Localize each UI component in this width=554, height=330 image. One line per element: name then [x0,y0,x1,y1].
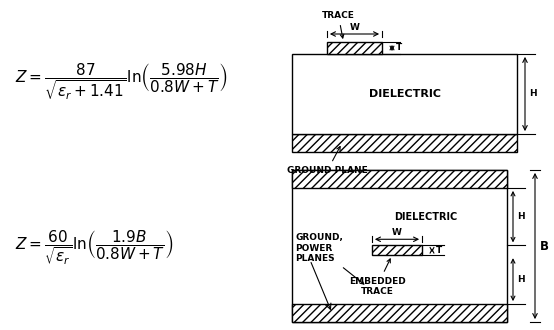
Text: GROUND,
POWER
PLANES: GROUND, POWER PLANES [295,233,364,284]
Text: B: B [540,240,549,252]
Text: H: H [529,89,537,98]
Bar [292,54,517,134]
Text: $Z = \dfrac{60}{\sqrt{\varepsilon_r}} \ln\!\left( \dfrac{1.9B}{0.8W + T} \right): $Z = \dfrac{60}{\sqrt{\varepsilon_r}} \l… [15,229,173,267]
Text: W: W [350,23,360,32]
Text: EMBEDDED
TRACE: EMBEDDED TRACE [348,259,406,296]
Text: W: W [392,228,402,237]
Text: $Z = \dfrac{87}{\sqrt{\varepsilon_r + 1.41}} \ln\!\left( \dfrac{5.98H}{0.8W + T}: $Z = \dfrac{87}{\sqrt{\varepsilon_r + 1.… [15,62,228,102]
Text: H: H [517,212,525,221]
Bar [372,245,422,255]
Text: TRACE: TRACE [322,11,355,38]
Bar [292,170,507,188]
Bar [292,170,507,322]
Text: GROUND PLANE: GROUND PLANE [287,147,368,175]
Text: DIELECTRIC: DIELECTRIC [368,89,440,99]
Text: T: T [436,246,442,255]
Bar [292,304,507,322]
Bar [292,134,517,152]
Text: H: H [517,275,525,284]
Text: T: T [396,44,402,52]
Text: DIELECTRIC: DIELECTRIC [394,212,457,222]
Bar [327,42,382,54]
